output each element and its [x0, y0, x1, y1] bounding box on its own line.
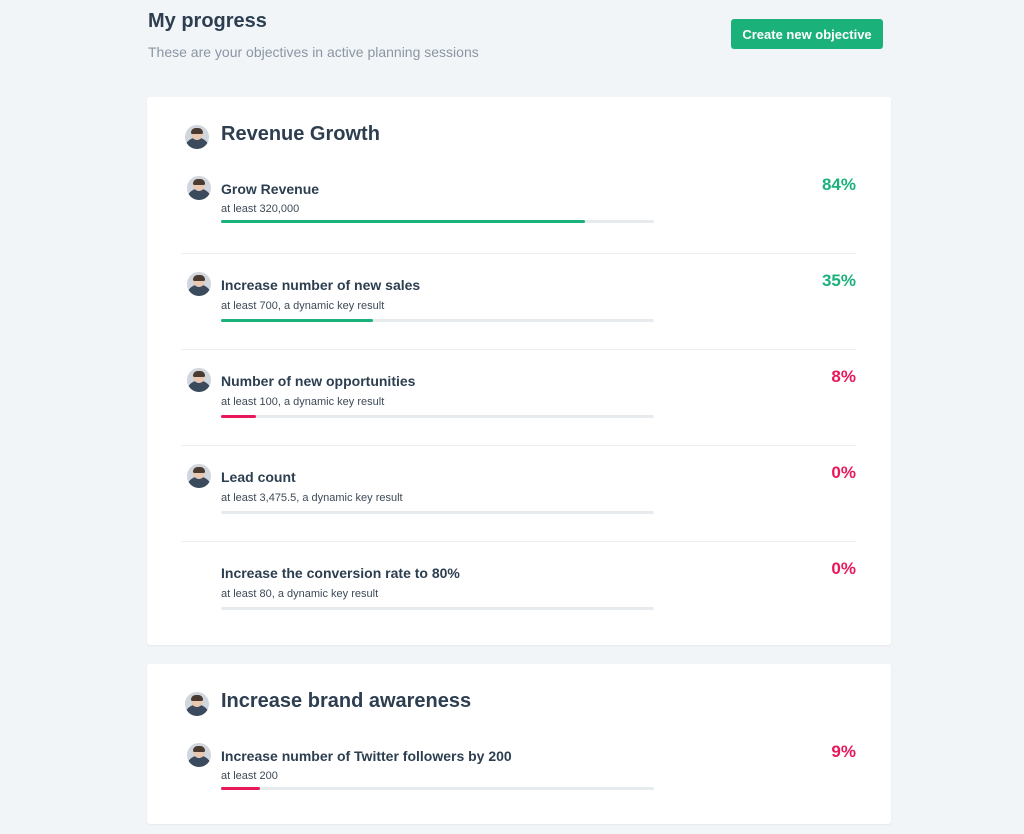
avatar	[187, 272, 211, 296]
progress-percent: 0%	[831, 559, 856, 578]
avatar	[187, 176, 211, 200]
avatar	[187, 743, 211, 767]
progress-fill	[221, 415, 256, 418]
key-result-row[interactable]: Increase number of Twitter followers by …	[181, 738, 856, 834]
objective-title: Increase brand awareness	[221, 690, 472, 712]
progress-bar	[221, 415, 654, 418]
avatar	[185, 692, 209, 716]
progress-fill	[221, 787, 260, 790]
page-header: My progress These are your objectives in…	[148, 8, 884, 68]
key-result-target: at least 3,475.5, a dynamic key result	[221, 492, 403, 504]
objective-header[interactable]: Increase brand awareness	[185, 690, 785, 718]
progress-bar	[221, 319, 654, 322]
key-result-title: Lead count	[221, 469, 296, 485]
key-result-target: at least 200	[221, 770, 278, 782]
progress-percent: 8%	[831, 367, 856, 386]
objective-header[interactable]: Revenue Growth	[185, 123, 785, 151]
key-result-title: Grow Revenue	[221, 181, 320, 197]
key-result-row[interactable]: Increase the conversion rate to 80% at l…	[181, 541, 856, 638]
progress-fill	[221, 319, 373, 322]
key-result-target: at least 80, a dynamic key result	[221, 588, 379, 600]
key-result-row[interactable]: Increase number of new sales at least 70…	[181, 253, 856, 350]
objective-title: Revenue Growth	[221, 123, 380, 145]
objective-card: Revenue Growth Grow Revenue at least 320…	[147, 97, 891, 645]
key-result-title: Increase the conversion rate to 80%	[221, 565, 460, 581]
page-title: My progress	[148, 10, 267, 32]
page-subtitle: These are your objectives in active plan…	[148, 44, 479, 60]
key-result-row[interactable]: Number of new opportunities at least 100…	[181, 349, 856, 446]
progress-percent: 0%	[831, 463, 856, 482]
key-result-title: Increase number of Twitter followers by …	[221, 748, 512, 764]
key-result-row[interactable]: Lead count at least 3,475.5, a dynamic k…	[181, 445, 856, 542]
progress-percent: 9%	[831, 742, 856, 761]
avatar	[187, 368, 211, 392]
create-objective-button[interactable]: Create new objective	[731, 19, 883, 49]
key-result-title: Number of new opportunities	[221, 373, 416, 389]
progress-percent: 84%	[821, 175, 856, 194]
avatar	[185, 125, 209, 149]
objective-card: Increase brand awareness Increase number…	[147, 664, 891, 824]
progress-bar	[221, 220, 654, 223]
progress-bar	[221, 511, 654, 514]
progress-percent: 35%	[821, 271, 856, 290]
key-result-target: at least 100, a dynamic key result	[221, 396, 385, 408]
progress-bar	[221, 787, 654, 790]
key-result-target: at least 320,000	[221, 203, 300, 215]
key-result-target: at least 700, a dynamic key result	[221, 300, 385, 312]
key-result-title: Increase number of new sales	[221, 277, 421, 293]
progress-bar	[221, 607, 654, 610]
avatar	[187, 464, 211, 488]
key-result-row[interactable]: Grow Revenue at least 320,000 84%	[181, 171, 856, 267]
progress-fill	[221, 220, 585, 223]
